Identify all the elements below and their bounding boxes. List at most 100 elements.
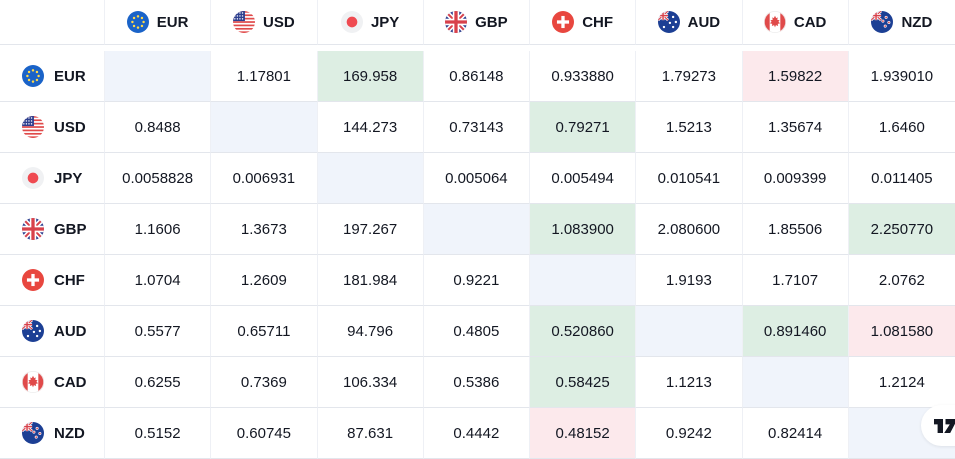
rate-cell-cad-aud[interactable]: 1.1213 [636, 357, 743, 408]
nzd-flag-icon [871, 11, 894, 33]
rate-cell-cad-jpy[interactable]: 106.334 [317, 357, 424, 408]
row-header-label: AUD [54, 322, 87, 340]
rate-cell-chf-eur[interactable]: 1.0704 [105, 255, 212, 306]
rate-cell-eur-eur [105, 51, 212, 102]
column-header-eur[interactable]: EUR [105, 0, 212, 45]
rate-cell-nzd-usd[interactable]: 0.60745 [211, 408, 318, 459]
rate-cell-jpy-aud[interactable]: 0.010541 [636, 153, 743, 204]
rate-cell-cad-gbp[interactable]: 0.5386 [423, 357, 530, 408]
rate-cell-jpy-gbp[interactable]: 0.005064 [423, 153, 530, 204]
rate-cell-chf-cad[interactable]: 1.7107 [742, 255, 849, 306]
column-header-cad[interactable]: CAD [742, 0, 849, 45]
column-header-nzd[interactable]: NZD [848, 0, 955, 45]
rate-cell-eur-nzd[interactable]: 1.939010 [848, 51, 955, 102]
column-header-jpy[interactable]: JPY [317, 0, 424, 45]
column-header-label: EUR [156, 13, 189, 31]
column-header-label: CHF [582, 13, 614, 31]
rate-cell-cad-nzd[interactable]: 1.2124 [848, 357, 955, 408]
row-header-label: CHF [54, 271, 85, 289]
rate-cell-gbp-cad[interactable]: 1.85506 [742, 204, 849, 255]
rate-cell-usd-gbp[interactable]: 0.73143 [423, 102, 530, 153]
rate-cell-eur-jpy[interactable]: 169.958 [317, 51, 424, 102]
rate-cell-aud-nzd[interactable]: 1.081580 [848, 306, 955, 357]
column-header-aud[interactable]: AUD [636, 0, 743, 45]
rate-cell-nzd-chf[interactable]: 0.48152 [530, 408, 637, 459]
rate-cell-jpy-cad[interactable]: 0.009399 [742, 153, 849, 204]
rate-cell-gbp-usd[interactable]: 1.3673 [211, 204, 318, 255]
row-header-cad[interactable]: CAD [0, 357, 105, 408]
column-header-usd[interactable]: USD [211, 0, 318, 45]
table-corner [0, 0, 105, 45]
rate-cell-chf-chf [530, 255, 637, 306]
rate-cell-chf-gbp[interactable]: 0.9221 [423, 255, 530, 306]
rate-cell-usd-chf[interactable]: 0.79271 [530, 102, 637, 153]
rate-cell-gbp-nzd[interactable]: 2.250770 [848, 204, 955, 255]
rate-cell-cad-cad [742, 357, 849, 408]
rate-cell-nzd-cad[interactable]: 0.82414 [742, 408, 849, 459]
column-header-gbp[interactable]: GBP [423, 0, 530, 45]
rate-cell-cad-eur[interactable]: 0.6255 [105, 357, 212, 408]
eur-flag-icon [22, 65, 44, 87]
chf-flag-icon [552, 11, 575, 33]
rate-cell-gbp-chf[interactable]: 1.083900 [530, 204, 637, 255]
rate-cell-usd-eur[interactable]: 0.8488 [105, 102, 212, 153]
row-header-aud[interactable]: AUD [0, 306, 105, 357]
rate-cell-chf-jpy[interactable]: 181.984 [317, 255, 424, 306]
aud-flag-icon [22, 320, 44, 342]
rate-cell-gbp-eur[interactable]: 1.1606 [105, 204, 212, 255]
rate-cell-aud-chf[interactable]: 0.520860 [530, 306, 637, 357]
rate-cell-eur-usd[interactable]: 1.17801 [211, 51, 318, 102]
nzd-flag-icon [22, 422, 44, 444]
rate-cell-nzd-gbp[interactable]: 0.4442 [423, 408, 530, 459]
rate-cell-jpy-eur[interactable]: 0.0058828 [105, 153, 212, 204]
rate-cell-aud-eur[interactable]: 0.5577 [105, 306, 212, 357]
rate-cell-aud-cad[interactable]: 0.891460 [742, 306, 849, 357]
rate-cell-usd-aud[interactable]: 1.5213 [636, 102, 743, 153]
tradingview-logo-glyph [934, 418, 955, 433]
rate-cell-gbp-jpy[interactable]: 197.267 [317, 204, 424, 255]
row-header-label: NZD [54, 424, 85, 442]
rate-cell-eur-gbp[interactable]: 0.86148 [423, 51, 530, 102]
rate-cell-aud-gbp[interactable]: 0.4805 [423, 306, 530, 357]
column-header-chf[interactable]: CHF [530, 0, 637, 45]
rate-cell-usd-jpy[interactable]: 144.273 [317, 102, 424, 153]
gbp-flag-icon [445, 11, 468, 33]
rate-cell-nzd-eur[interactable]: 0.5152 [105, 408, 212, 459]
rate-cell-chf-nzd[interactable]: 2.0762 [848, 255, 955, 306]
rate-cell-gbp-aud[interactable]: 2.080600 [636, 204, 743, 255]
rate-cell-chf-usd[interactable]: 1.2609 [211, 255, 318, 306]
column-header-label: GBP [475, 13, 508, 31]
rate-cell-nzd-aud[interactable]: 0.9242 [636, 408, 743, 459]
rate-cell-chf-aud[interactable]: 1.9193 [636, 255, 743, 306]
rate-cell-jpy-jpy [317, 153, 424, 204]
rate-cell-cad-chf[interactable]: 0.58425 [530, 357, 637, 408]
column-header-label: JPY [370, 13, 400, 31]
column-header-label: CAD [793, 13, 827, 31]
rate-cell-aud-aud [636, 306, 743, 357]
rate-cell-jpy-nzd[interactable]: 0.011405 [848, 153, 955, 204]
rate-cell-cad-usd[interactable]: 0.7369 [211, 357, 318, 408]
rate-cell-jpy-usd[interactable]: 0.006931 [211, 153, 318, 204]
row-header-usd[interactable]: USD [0, 102, 105, 153]
row-header-jpy[interactable]: JPY [0, 153, 105, 204]
row-header-eur[interactable]: EUR [0, 51, 105, 102]
rate-cell-usd-nzd[interactable]: 1.6460 [848, 102, 955, 153]
row-header-gbp[interactable]: GBP [0, 204, 105, 255]
row-header-label: GBP [54, 220, 87, 238]
jpy-flag-icon [22, 167, 44, 189]
row-header-nzd[interactable]: NZD [0, 408, 105, 459]
row-header-chf[interactable]: CHF [0, 255, 105, 306]
rate-cell-aud-usd[interactable]: 0.65711 [211, 306, 318, 357]
rate-cell-eur-cad[interactable]: 1.59822 [742, 51, 849, 102]
usd-flag-icon [233, 11, 256, 33]
rate-cell-nzd-jpy[interactable]: 87.631 [317, 408, 424, 459]
row-header-label: JPY [54, 169, 83, 187]
row-header-label: EUR [54, 67, 86, 85]
rate-cell-jpy-chf[interactable]: 0.005494 [530, 153, 637, 204]
rate-cell-eur-aud[interactable]: 1.79273 [636, 51, 743, 102]
cad-flag-icon [763, 11, 786, 33]
tradingview-logo[interactable] [921, 405, 955, 446]
rate-cell-eur-chf[interactable]: 0.933880 [530, 51, 637, 102]
rate-cell-aud-jpy[interactable]: 94.796 [317, 306, 424, 357]
rate-cell-usd-cad[interactable]: 1.35674 [742, 102, 849, 153]
